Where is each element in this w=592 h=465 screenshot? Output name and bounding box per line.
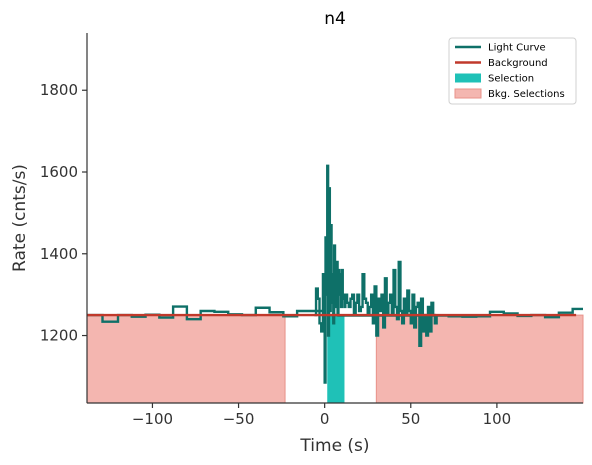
x-axis-label: Time (s) <box>299 436 369 456</box>
legend-swatch <box>454 88 482 99</box>
series-layer <box>87 164 583 384</box>
light-curve-line <box>314 164 438 384</box>
x-tick-label: 0 <box>320 410 330 428</box>
light-curve-line <box>87 305 583 323</box>
axes-layer <box>86 33 583 404</box>
legend-box <box>448 37 577 105</box>
y-tick-label: 1400 <box>40 245 78 263</box>
selection-region <box>327 315 345 403</box>
selection-layer <box>327 315 345 403</box>
y-ticks: 1200 1400 1600 1800 <box>40 81 87 345</box>
x-tick-label: 50 <box>401 410 420 428</box>
y-tick-label: 1200 <box>40 327 78 345</box>
chart-title: n4 <box>324 9 346 29</box>
legend-label: Light Curve <box>488 43 546 54</box>
bkg-selection-region <box>375 314 584 404</box>
legend-label: Selection <box>488 74 534 85</box>
x-tick-label: −100 <box>132 410 173 428</box>
x-ticks: −100 −50 0 50 100 <box>132 403 511 428</box>
legend: Light Curve Background Selection Bkg. Selec… <box>448 37 577 105</box>
legend-label: Bkg. Selections <box>488 89 565 100</box>
y-axis-label: Rate (cnts/s) <box>10 164 30 272</box>
y-tick-label: 1600 <box>40 163 78 181</box>
bkg-selection-region <box>86 314 286 404</box>
y-tick-label: 1800 <box>40 81 78 99</box>
x-tick-label: 100 <box>483 410 512 428</box>
bkg-selection-layer <box>86 314 584 404</box>
legend-label: Background <box>488 58 548 69</box>
x-tick-label: −50 <box>223 410 255 428</box>
legend-swatch <box>455 73 481 83</box>
